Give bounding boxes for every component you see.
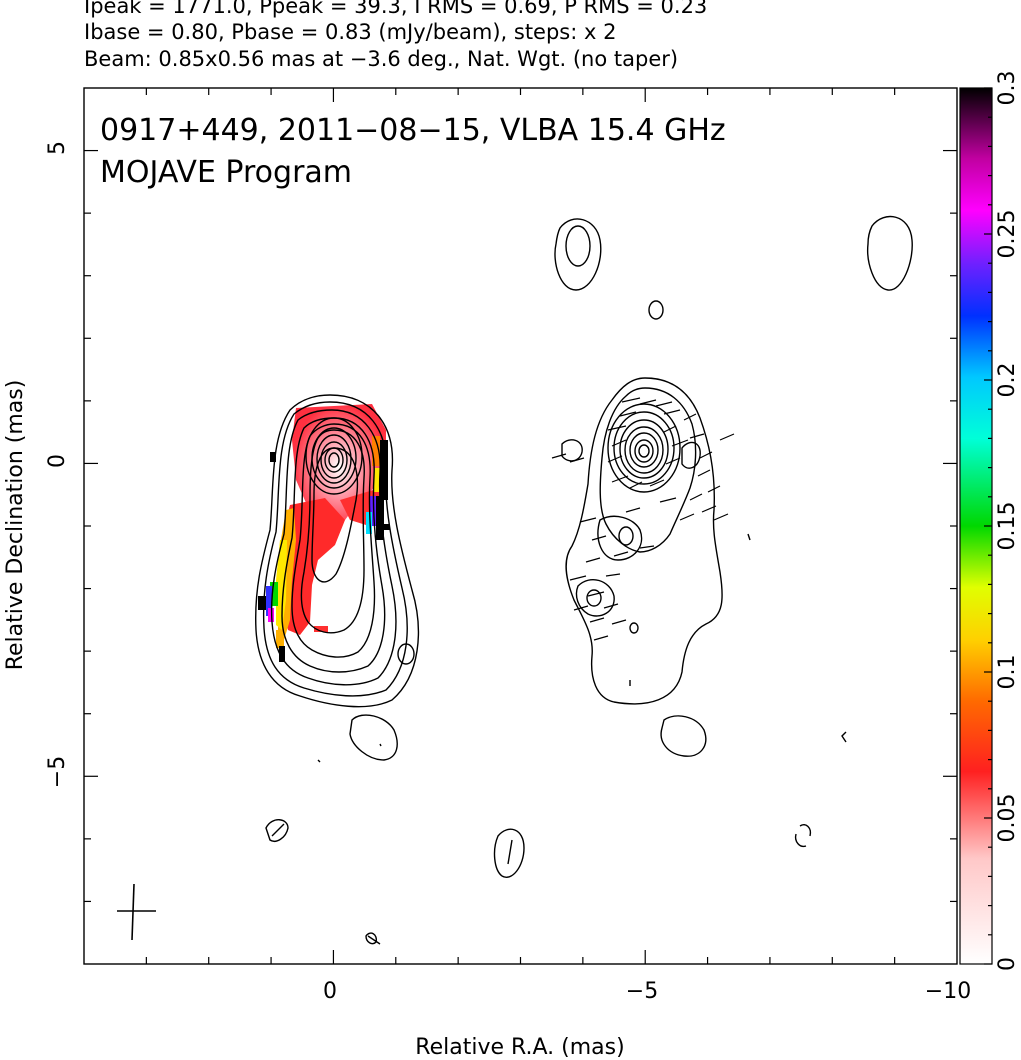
colorbar-tick-labels: 0 0.05 0.1 0.15 0.2 0.25 0.3 bbox=[995, 71, 1020, 972]
y-tick-label-5: 5 bbox=[45, 141, 70, 155]
evpa-ticks bbox=[551, 397, 735, 641]
colorbar-tick-label: 0.1 bbox=[995, 655, 1020, 690]
beam-cross bbox=[117, 883, 156, 941]
colorbar-tick-label: 0.3 bbox=[995, 71, 1020, 106]
plot-frame bbox=[83, 87, 958, 965]
plot-title-line-1: 0917+449, 2011−08−15, VLBA 15.4 GHz bbox=[100, 113, 726, 148]
colorbar-tick-label: 0.2 bbox=[995, 363, 1020, 398]
intensity-contours-right bbox=[493, 215, 913, 878]
colorbar-tick-label: 0.15 bbox=[995, 502, 1020, 551]
x-axis-label: Relative R.A. (mas) bbox=[415, 1035, 624, 1060]
x-tick-label-minus5: −5 bbox=[626, 979, 658, 1004]
y-tick-label-minus5: −5 bbox=[45, 756, 70, 788]
colorbar-tick-label: 0.25 bbox=[995, 210, 1020, 259]
header-line-3: Beam: 0.85x0.56 mas at −3.6 deg., Nat. W… bbox=[84, 47, 679, 71]
header-line-2: Ibase = 0.80, Pbase = 0.83 (mJy/beam), s… bbox=[84, 20, 617, 44]
axis-ticks bbox=[84, 88, 957, 964]
colorbar-tick-label: 0 bbox=[995, 957, 1020, 971]
y-axis-label: Relative Declination (mas) bbox=[3, 380, 28, 671]
x-tick-label-minus10: −10 bbox=[925, 979, 971, 1004]
y-tick-label-0: 0 bbox=[45, 454, 70, 468]
colorbar-ticks bbox=[984, 87, 992, 965]
x-tick-label-0: 0 bbox=[323, 979, 337, 1004]
plot-title-line-2: MOJAVE Program bbox=[100, 155, 352, 190]
intensity-contours-left bbox=[254, 394, 420, 945]
header-line-1: Ipeak = 1771.0, Ppeak = 39.3, I RMS = 0.… bbox=[84, 0, 708, 18]
colorbar-tick-label: 0.05 bbox=[995, 794, 1020, 843]
